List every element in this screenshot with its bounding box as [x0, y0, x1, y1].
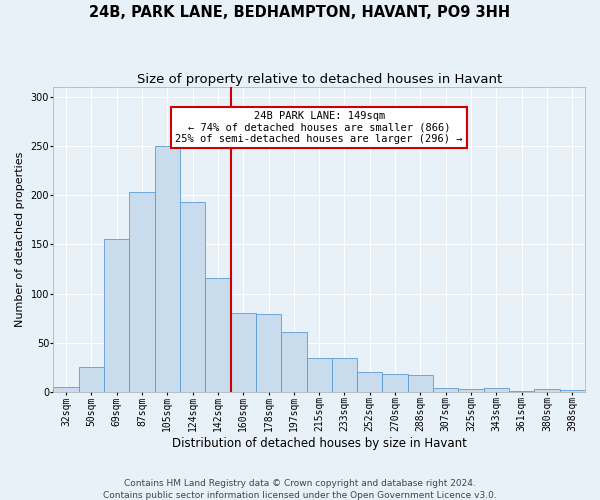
X-axis label: Distribution of detached houses by size in Havant: Distribution of detached houses by size …: [172, 437, 467, 450]
Text: 24B PARK LANE: 149sqm
← 74% of detached houses are smaller (866)
25% of semi-det: 24B PARK LANE: 149sqm ← 74% of detached …: [175, 111, 463, 144]
Bar: [458, 389, 484, 392]
Bar: [509, 391, 535, 392]
Bar: [307, 358, 332, 392]
Bar: [408, 376, 433, 392]
Text: Contains HM Land Registry data © Crown copyright and database right 2024.
Contai: Contains HM Land Registry data © Crown c…: [103, 478, 497, 500]
Bar: [180, 202, 205, 392]
Bar: [53, 387, 79, 392]
Bar: [535, 389, 560, 392]
Bar: [332, 358, 357, 392]
Bar: [281, 332, 307, 392]
Bar: [205, 278, 230, 392]
Bar: [129, 192, 155, 392]
Bar: [357, 372, 382, 392]
Bar: [230, 313, 256, 392]
Bar: [382, 374, 408, 392]
Y-axis label: Number of detached properties: Number of detached properties: [15, 152, 25, 327]
Bar: [256, 314, 281, 392]
Text: 24B, PARK LANE, BEDHAMPTON, HAVANT, PO9 3HH: 24B, PARK LANE, BEDHAMPTON, HAVANT, PO9 …: [89, 5, 511, 20]
Title: Size of property relative to detached houses in Havant: Size of property relative to detached ho…: [137, 72, 502, 86]
Bar: [560, 390, 585, 392]
Bar: [433, 388, 458, 392]
Bar: [79, 368, 104, 392]
Bar: [155, 146, 180, 392]
Bar: [484, 388, 509, 392]
Bar: [104, 240, 129, 392]
